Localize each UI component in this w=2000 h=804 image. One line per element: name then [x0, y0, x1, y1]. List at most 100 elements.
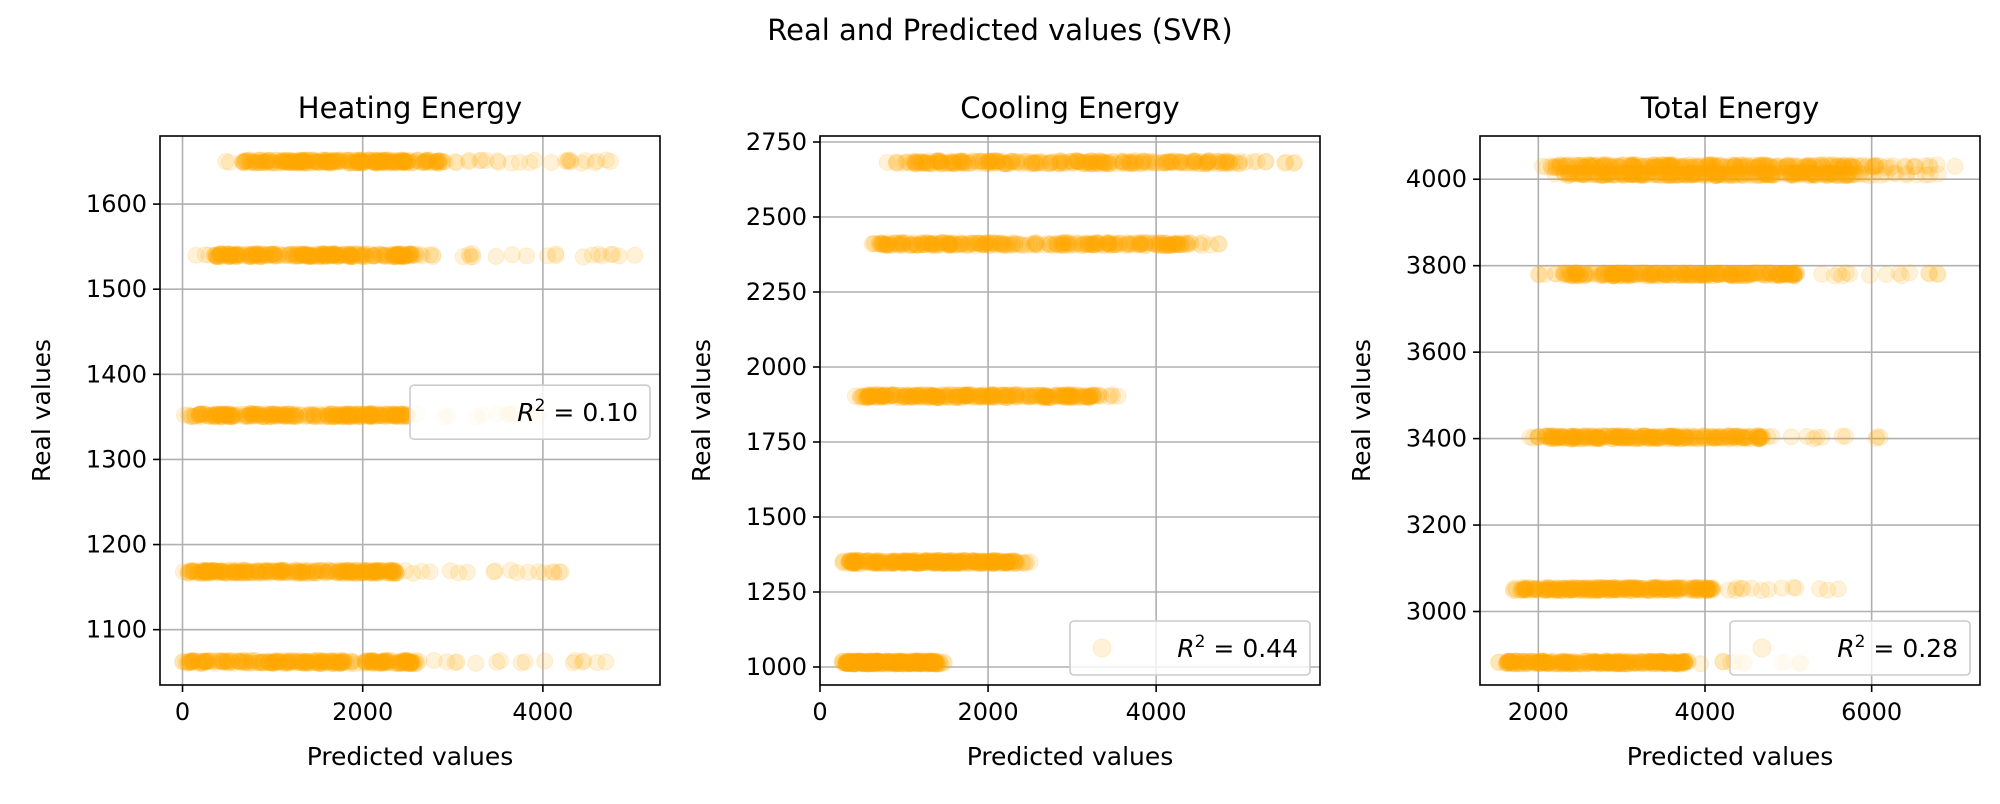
data-point [357, 406, 373, 422]
data-point [603, 154, 619, 170]
panel-2-y-tick-label: 2000 [746, 353, 807, 381]
data-point [1853, 166, 1869, 182]
panel-1-y-tick-label: 1200 [86, 531, 147, 559]
panel-1-x-tick-label: 2000 [332, 698, 393, 726]
data-point [893, 387, 909, 403]
data-point [1578, 653, 1594, 669]
data-point [343, 654, 359, 670]
data-point [1680, 265, 1696, 281]
data-point [1891, 265, 1907, 281]
data-point [627, 247, 643, 263]
figure-suptitle: Real and Predicted values (SVR) [767, 13, 1232, 47]
data-point [1543, 581, 1559, 597]
data-point [1287, 154, 1303, 170]
data-point [1086, 387, 1102, 403]
data-point [1547, 166, 1563, 182]
panel-2-x-tick-label: 0 [812, 698, 827, 726]
data-point [1635, 429, 1651, 445]
data-point [504, 247, 520, 263]
data-point [1051, 153, 1067, 169]
data-point [1729, 580, 1745, 596]
data-point [277, 565, 293, 581]
data-point [1812, 581, 1828, 597]
data-point [1176, 154, 1192, 170]
data-point [949, 389, 965, 405]
data-point [490, 153, 506, 169]
data-point [513, 655, 529, 671]
data-point [486, 564, 502, 580]
data-point [306, 565, 322, 581]
data-point [1163, 237, 1179, 253]
data-point [267, 247, 283, 263]
panel-2-y-axis-label: Real values [687, 339, 716, 482]
data-point [1695, 266, 1711, 282]
data-point [594, 248, 610, 264]
data-point [981, 154, 997, 170]
data-point [1715, 654, 1731, 670]
data-point [519, 248, 535, 264]
data-point [176, 407, 192, 423]
data-point [976, 237, 992, 253]
data-point [543, 154, 559, 170]
data-point [537, 653, 553, 669]
data-point [1786, 265, 1802, 281]
data-point [402, 654, 418, 670]
data-point [1613, 430, 1629, 446]
data-point [1873, 167, 1889, 183]
panel-1-y-tick-label: 1600 [86, 190, 147, 218]
data-point [323, 246, 339, 262]
data-point [1219, 153, 1235, 169]
data-point [1634, 165, 1650, 181]
data-point [447, 154, 463, 170]
panel-2-y-tick-label: 1000 [746, 653, 807, 681]
data-point [1594, 654, 1610, 670]
data-point [459, 564, 475, 580]
data-point [953, 554, 969, 570]
data-point [879, 154, 895, 170]
data-point [1566, 580, 1582, 596]
data-point [1898, 167, 1914, 183]
data-point [920, 554, 936, 570]
data-point [1714, 430, 1730, 446]
data-point [512, 154, 528, 170]
data-point [1622, 580, 1638, 596]
data-point [338, 563, 354, 579]
data-point [442, 563, 458, 579]
data-point [1930, 266, 1946, 282]
data-point [195, 655, 211, 671]
data-point [273, 407, 289, 423]
data-point [1257, 154, 1273, 170]
data-point [598, 654, 614, 670]
panel-2-title: Cooling Energy [960, 91, 1179, 125]
data-point [1693, 656, 1709, 672]
panel-1-y-tick-label: 1100 [86, 616, 147, 644]
data-point [1582, 165, 1598, 181]
data-point [217, 406, 233, 422]
data-point [300, 653, 316, 669]
data-point [449, 654, 465, 670]
data-point [1947, 158, 1963, 174]
data-point [548, 246, 564, 262]
data-point [1505, 581, 1521, 597]
data-point [1633, 654, 1649, 670]
panel-1-title: Heating Energy [298, 91, 522, 125]
data-point [967, 153, 983, 169]
data-point [468, 655, 484, 671]
data-point [575, 249, 591, 265]
data-point [1699, 583, 1715, 599]
data-point [1190, 156, 1206, 172]
data-point [188, 247, 204, 263]
data-point [1715, 266, 1731, 282]
data-point [218, 564, 234, 580]
data-point [1615, 656, 1631, 672]
data-point [1091, 153, 1107, 169]
data-point [1002, 236, 1018, 252]
data-point [1565, 429, 1581, 445]
data-point [1783, 429, 1799, 445]
panel-2-y-tick-label: 1750 [746, 428, 807, 456]
data-point [1765, 168, 1781, 184]
data-point [1128, 155, 1144, 171]
data-point [1831, 266, 1847, 282]
data-point [1662, 429, 1678, 445]
